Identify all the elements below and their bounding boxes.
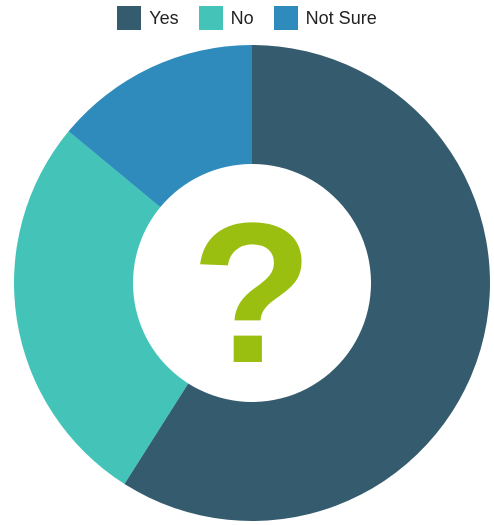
legend-label-yes: Yes <box>149 7 179 28</box>
legend-item-yes[interactable]: Yes <box>117 6 179 30</box>
legend-item-no[interactable]: No <box>198 6 254 30</box>
legend-swatch-yes <box>117 6 142 30</box>
donut-slice-not-sure[interactable] <box>68 45 252 208</box>
donut-slices <box>13 45 490 521</box>
legend-label-not-sure: Not Sure <box>305 7 377 28</box>
legend-swatch-not-sure <box>273 6 298 30</box>
legend-swatch-no <box>198 6 223 30</box>
legend-item-not-sure[interactable]: Not Sure <box>273 6 377 30</box>
legend-label-no: No <box>230 7 254 28</box>
chart-legend: Yes No Not Sure <box>0 6 494 30</box>
donut-slice-yes[interactable] <box>124 45 490 521</box>
center-question-mark-icon: ? <box>191 182 313 405</box>
donut-slice-no[interactable] <box>13 131 189 484</box>
